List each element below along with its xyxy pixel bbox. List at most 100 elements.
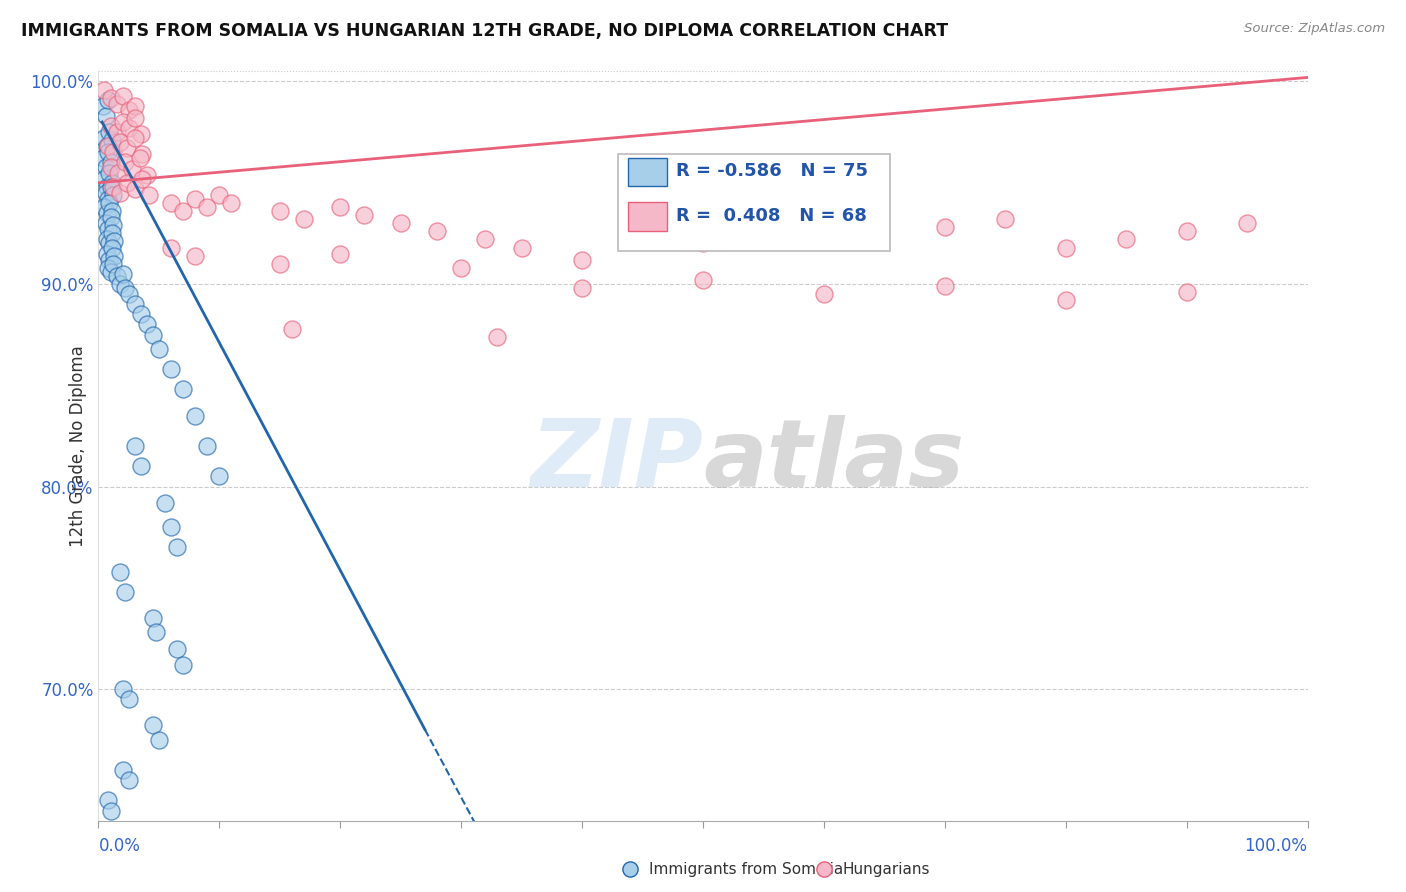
Point: [160, 241, 183, 255]
Point: [111, 681, 134, 696]
Point: [100, 160, 122, 174]
Point: [426, 224, 449, 238]
Point: [94, 160, 117, 174]
Point: [142, 327, 165, 342]
Point: [208, 469, 231, 483]
Point: [692, 273, 714, 287]
Point: [135, 168, 157, 182]
Point: [1175, 224, 1198, 238]
Point: [172, 382, 194, 396]
Point: [97, 260, 120, 275]
Text: Source: ZipAtlas.com: Source: ZipAtlas.com: [1244, 22, 1385, 36]
Point: [97, 222, 120, 236]
Point: [994, 212, 1017, 227]
Point: [124, 823, 146, 838]
Point: [97, 192, 120, 206]
Point: [98, 252, 121, 267]
Point: [118, 773, 141, 788]
Point: [97, 93, 120, 107]
Point: [98, 236, 121, 251]
Point: [107, 166, 129, 180]
Point: [97, 145, 120, 160]
Point: [1115, 232, 1137, 246]
Point: [105, 268, 128, 283]
Point: [100, 265, 122, 279]
Point: [124, 297, 146, 311]
FancyBboxPatch shape: [628, 158, 666, 186]
Point: [108, 135, 131, 149]
Point: [353, 208, 375, 222]
Point: [129, 307, 152, 321]
Point: [510, 241, 533, 255]
Point: [934, 279, 956, 293]
Point: [131, 171, 153, 186]
Point: [329, 200, 352, 214]
Point: [98, 166, 121, 180]
Text: 100.0%: 100.0%: [1244, 837, 1308, 855]
Point: [114, 281, 136, 295]
Point: [148, 732, 170, 747]
Point: [100, 133, 122, 147]
Point: [105, 125, 128, 139]
Point: [148, 342, 170, 356]
Point: [91, 152, 114, 166]
Point: [111, 267, 134, 281]
Point: [389, 216, 412, 230]
Point: [100, 119, 122, 133]
Point: [118, 692, 141, 706]
Point: [98, 125, 121, 139]
Point: [114, 155, 136, 169]
Point: [101, 187, 124, 202]
Point: [172, 657, 194, 672]
Point: [108, 565, 131, 579]
FancyBboxPatch shape: [619, 153, 890, 252]
Point: [166, 541, 188, 555]
Point: [142, 611, 165, 625]
Text: atlas: atlas: [703, 415, 965, 507]
Point: [184, 409, 207, 423]
Point: [145, 625, 167, 640]
Point: [172, 204, 194, 219]
Point: [813, 287, 835, 301]
Point: [93, 200, 115, 214]
Point: [269, 204, 291, 219]
Point: [97, 793, 120, 807]
Text: IMMIGRANTS FROM SOMALIA VS HUNGARIAN 12TH GRADE, NO DIPLOMA CORRELATION CHART: IMMIGRANTS FROM SOMALIA VS HUNGARIAN 12T…: [21, 22, 948, 40]
Point: [101, 145, 124, 160]
Point: [105, 96, 128, 111]
Point: [93, 171, 115, 186]
Point: [100, 227, 122, 241]
Text: Immigrants from Somalia: Immigrants from Somalia: [648, 862, 842, 877]
Point: [1054, 241, 1077, 255]
FancyBboxPatch shape: [628, 202, 666, 231]
Point: [195, 439, 218, 453]
Point: [111, 763, 134, 777]
Point: [98, 196, 121, 211]
Point: [269, 257, 291, 271]
Point: [813, 228, 835, 243]
Point: [100, 204, 122, 219]
Point: [195, 200, 218, 214]
Point: [101, 219, 124, 233]
Point: [100, 179, 122, 194]
Point: [108, 186, 131, 200]
Point: [103, 249, 125, 263]
Point: [124, 182, 146, 196]
Point: [118, 103, 141, 117]
Point: [94, 109, 117, 123]
Point: [221, 196, 243, 211]
Point: [91, 99, 114, 113]
Point: [160, 362, 183, 376]
Point: [96, 139, 118, 153]
Point: [100, 91, 122, 105]
Point: [103, 235, 125, 249]
Point: [142, 718, 165, 732]
Text: 0.0%: 0.0%: [98, 837, 141, 855]
Point: [131, 147, 153, 161]
Point: [94, 216, 117, 230]
Point: [96, 232, 118, 246]
Point: [96, 246, 118, 260]
Text: Hungarians: Hungarians: [842, 862, 929, 877]
Point: [118, 287, 141, 301]
Point: [184, 249, 207, 263]
